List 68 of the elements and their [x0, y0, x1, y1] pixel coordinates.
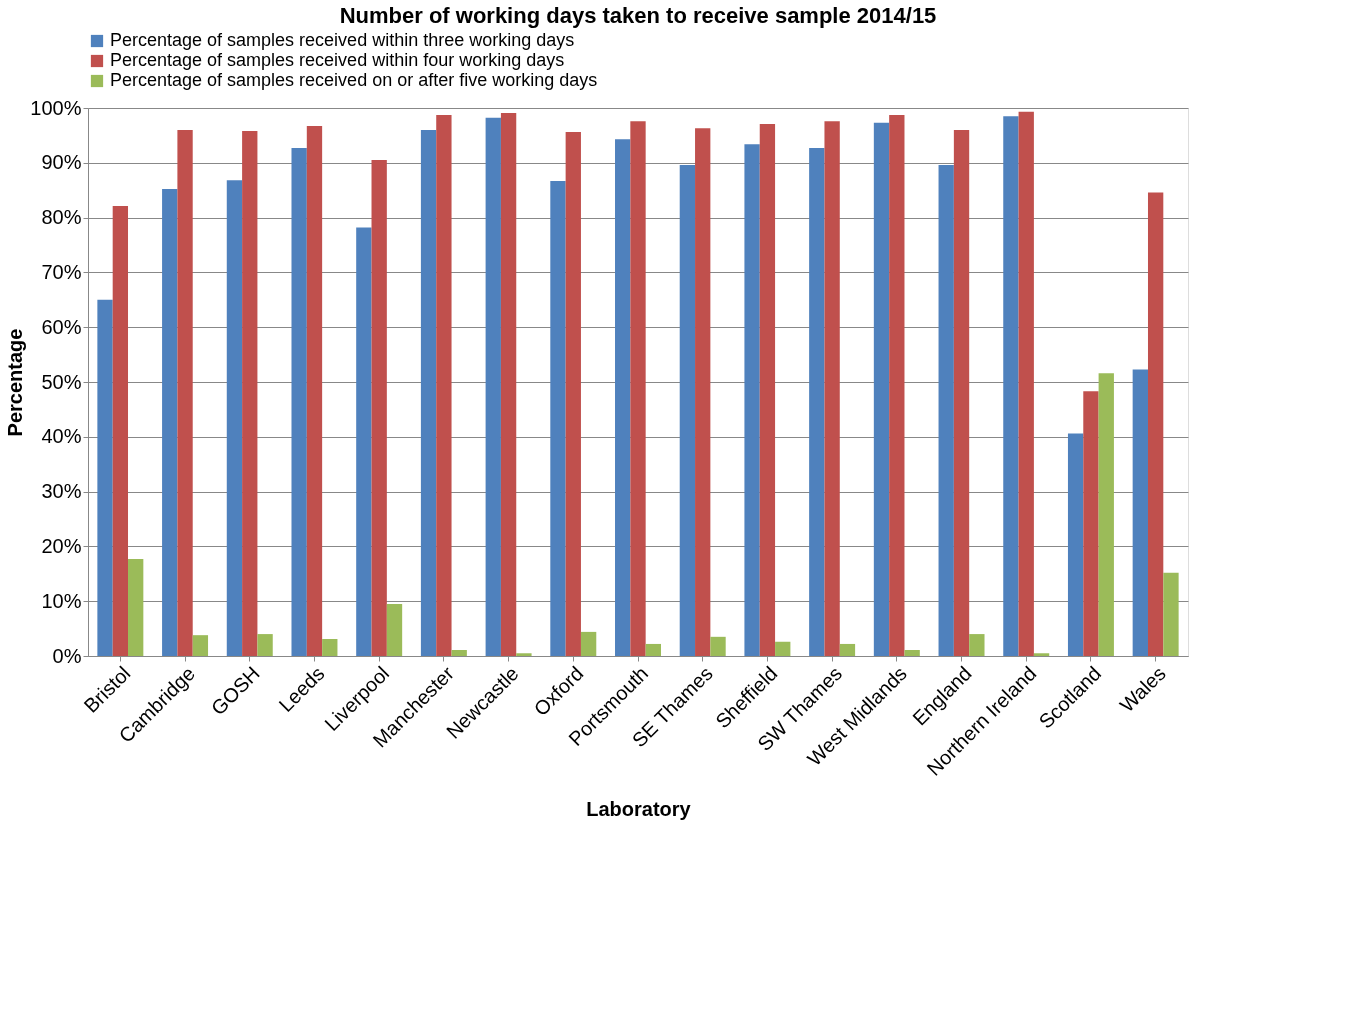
y-axis-title: Percentage [4, 328, 27, 437]
bar [1018, 111, 1034, 656]
bar [615, 139, 631, 656]
bar [695, 128, 711, 656]
legend-label: Percentage of samples received within three working days [110, 30, 575, 50]
bar [177, 129, 193, 656]
y-tick-label: 10% [41, 589, 82, 612]
y-tick-label: 60% [41, 315, 82, 338]
bar [710, 636, 726, 656]
x-axis-title: Laboratory [586, 797, 692, 820]
chart-title: Number of working days taken to receive sample 2014/15 [339, 3, 937, 28]
bar [97, 299, 113, 656]
y-tick-label: 0% [52, 644, 82, 667]
bar [1067, 433, 1084, 656]
y-tick-label: 30% [41, 480, 82, 503]
bar [322, 639, 338, 656]
bar [938, 164, 954, 656]
bar [371, 160, 387, 656]
bar [1163, 572, 1179, 656]
y-tick-label: 80% [41, 206, 82, 229]
bar [516, 653, 532, 656]
bar [386, 603, 403, 656]
bar [580, 631, 597, 656]
y-tick-label: 90% [41, 151, 82, 174]
bar [630, 121, 646, 656]
bar [420, 129, 437, 656]
y-tick-label: 40% [41, 425, 82, 448]
bar [679, 164, 696, 656]
bar [500, 112, 517, 656]
bar [485, 117, 501, 656]
bar [192, 635, 209, 656]
bar [1003, 116, 1019, 656]
bar [257, 634, 273, 656]
bar [645, 643, 661, 656]
bar [744, 144, 760, 656]
bar [1033, 653, 1050, 656]
bar [889, 115, 905, 656]
bar [550, 180, 566, 656]
bar [1147, 192, 1164, 656]
y-tick-label: 100% [30, 96, 82, 119]
bar [306, 126, 323, 656]
bar [775, 641, 791, 656]
bar [128, 559, 144, 656]
bar [291, 148, 307, 656]
bar [436, 115, 452, 656]
bar [824, 121, 840, 656]
legend-label: Percentage of samples received within four working days [110, 50, 565, 70]
bar [226, 180, 243, 656]
bar [873, 122, 890, 656]
bar [242, 131, 258, 656]
bar [112, 206, 129, 656]
bar [1132, 369, 1148, 656]
bar [759, 123, 776, 656]
bar [969, 634, 985, 656]
bar [953, 129, 970, 656]
bar [162, 189, 178, 656]
y-tick-label: 70% [41, 260, 82, 283]
bar [1098, 373, 1114, 656]
bar [565, 132, 581, 656]
bar [1083, 391, 1099, 656]
bar [809, 148, 825, 656]
bar [904, 649, 920, 656]
y-tick-label: 20% [41, 534, 82, 557]
bar [451, 649, 467, 656]
y-tick-label: 50% [41, 370, 82, 393]
legend-label: Percentage of samples received on or after five working days [110, 70, 598, 90]
bar [839, 643, 856, 656]
bar [356, 227, 372, 656]
